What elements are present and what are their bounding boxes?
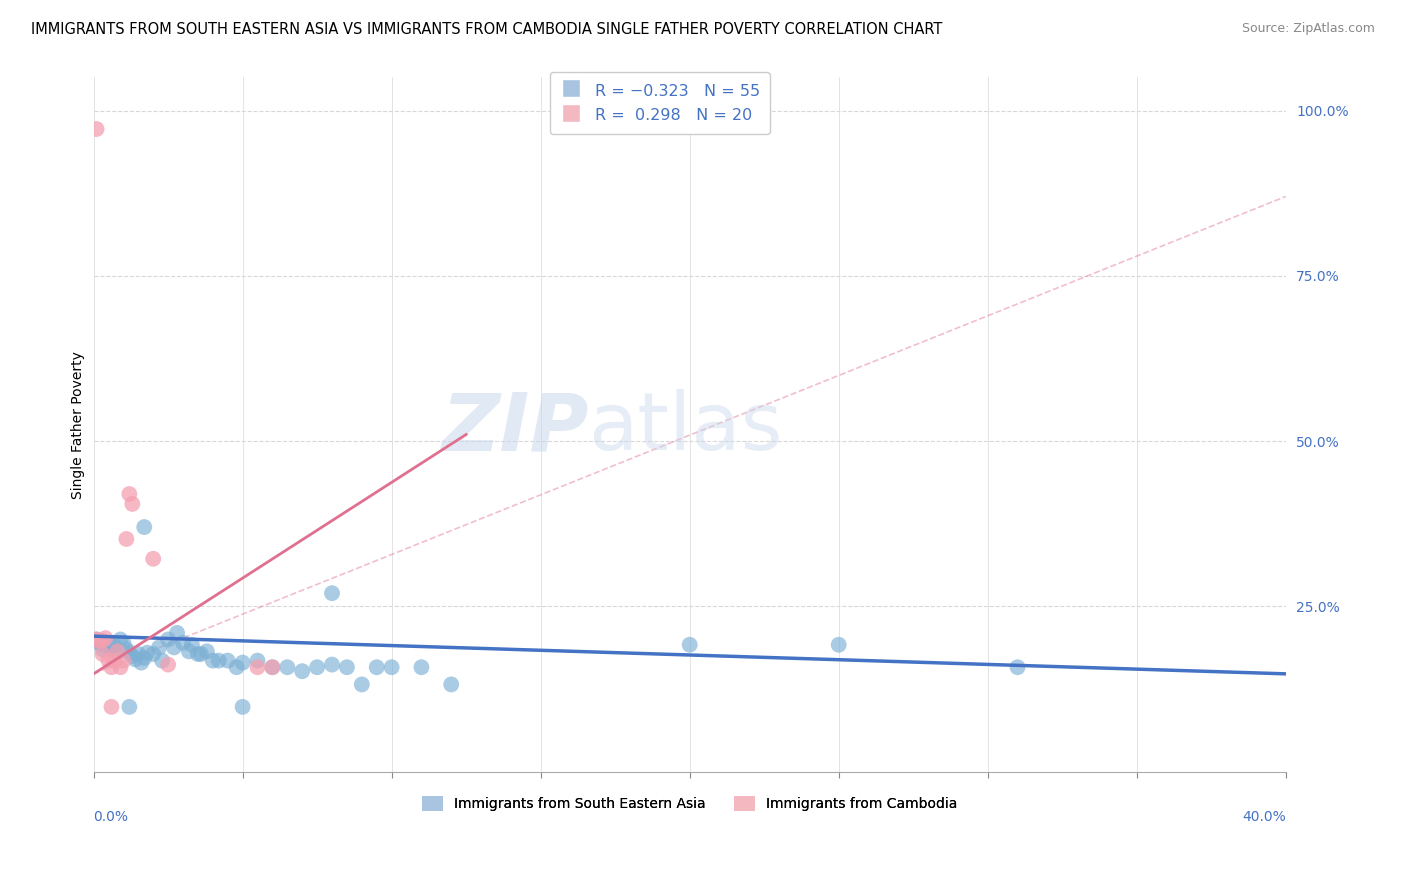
Point xyxy=(110,632,132,647)
Point xyxy=(94,631,117,645)
Point xyxy=(232,699,254,714)
Point xyxy=(103,639,125,653)
Text: Source: ZipAtlas.com: Source: ZipAtlas.com xyxy=(1241,22,1375,36)
Point xyxy=(201,654,224,668)
Point xyxy=(157,657,180,672)
Point xyxy=(246,660,269,674)
Point xyxy=(321,657,343,672)
Point xyxy=(163,640,186,655)
Point xyxy=(166,625,188,640)
Point xyxy=(118,699,141,714)
Point xyxy=(350,677,373,691)
Point xyxy=(86,122,108,136)
Point xyxy=(177,644,200,658)
Text: atlas: atlas xyxy=(588,389,783,467)
Point xyxy=(411,660,433,674)
Point xyxy=(225,660,247,674)
Point xyxy=(124,652,146,666)
Point xyxy=(94,639,117,653)
Point xyxy=(181,638,204,652)
Point xyxy=(115,532,138,546)
Point xyxy=(142,647,165,661)
Point xyxy=(91,633,114,648)
Point xyxy=(262,660,284,674)
Point xyxy=(103,654,125,668)
Point xyxy=(91,642,114,657)
Point xyxy=(134,520,156,534)
Point xyxy=(440,677,463,691)
Point xyxy=(97,654,120,668)
Point xyxy=(366,660,388,674)
Point xyxy=(112,636,135,650)
Point xyxy=(107,646,129,660)
Point xyxy=(190,647,212,661)
Point xyxy=(107,644,129,658)
Y-axis label: Single Father Poverty: Single Father Poverty xyxy=(72,351,86,499)
Point xyxy=(100,699,122,714)
Point xyxy=(187,647,209,661)
Point xyxy=(127,647,149,661)
Point xyxy=(828,638,851,652)
Point xyxy=(157,632,180,647)
Point xyxy=(115,642,138,657)
Text: 40.0%: 40.0% xyxy=(1241,810,1285,824)
Text: 0.0%: 0.0% xyxy=(94,810,128,824)
Point xyxy=(232,656,254,670)
Point xyxy=(291,664,314,678)
Point xyxy=(97,636,120,650)
Point xyxy=(679,638,702,652)
Point xyxy=(195,644,218,658)
Point xyxy=(91,647,114,661)
Point xyxy=(89,633,111,648)
Point xyxy=(121,648,143,663)
Point xyxy=(110,660,132,674)
Point xyxy=(336,660,359,674)
Point xyxy=(86,632,108,647)
Point xyxy=(246,654,269,668)
Point xyxy=(1007,660,1029,674)
Point xyxy=(86,632,108,647)
Point xyxy=(321,586,343,600)
Point xyxy=(118,487,141,501)
Point xyxy=(307,660,329,674)
Point xyxy=(217,654,239,668)
Text: ZIP: ZIP xyxy=(441,389,588,467)
Point xyxy=(148,640,170,655)
Legend: Immigrants from South Eastern Asia, Immigrants from Cambodia: Immigrants from South Eastern Asia, Immi… xyxy=(416,791,963,817)
Point xyxy=(262,660,284,674)
Point xyxy=(208,654,231,668)
Point xyxy=(134,651,156,665)
Point xyxy=(276,660,298,674)
Point xyxy=(142,551,165,566)
Point xyxy=(89,636,111,650)
Point xyxy=(381,660,404,674)
Point xyxy=(121,497,143,511)
Point xyxy=(150,654,173,668)
Text: IMMIGRANTS FROM SOUTH EASTERN ASIA VS IMMIGRANTS FROM CAMBODIA SINGLE FATHER POV: IMMIGRANTS FROM SOUTH EASTERN ASIA VS IM… xyxy=(31,22,942,37)
Point xyxy=(112,654,135,668)
Point xyxy=(118,646,141,660)
Point xyxy=(100,660,122,674)
Point xyxy=(136,646,159,660)
Point xyxy=(100,642,122,657)
Point xyxy=(172,636,194,650)
Point xyxy=(129,656,152,670)
